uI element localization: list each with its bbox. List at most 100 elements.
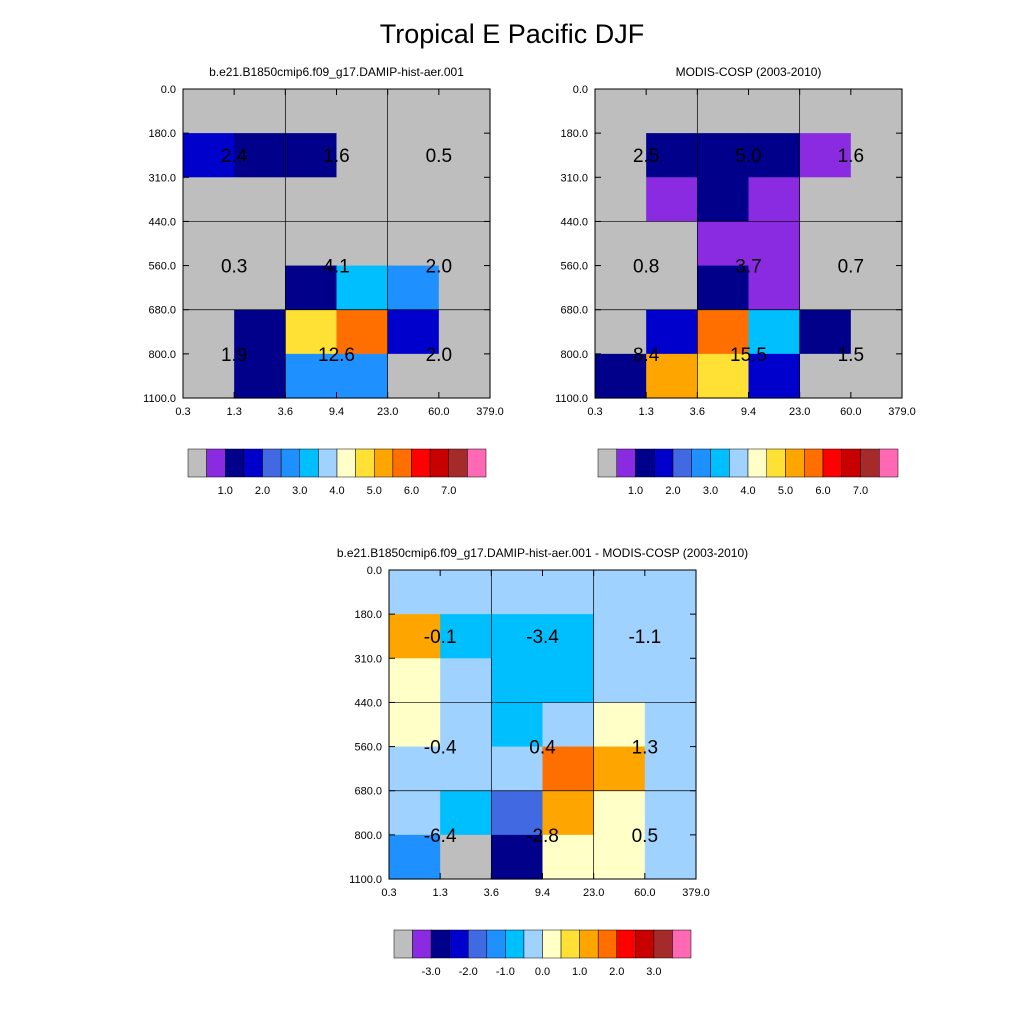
colorbar-swatch bbox=[616, 929, 636, 959]
heatmap-cell bbox=[387, 353, 440, 399]
colorbar-label: 6.0 bbox=[404, 485, 419, 497]
heatmap-cell bbox=[593, 790, 646, 836]
x-tick-label: 3.6 bbox=[690, 406, 705, 418]
model-panel-title: b.e21.B1850cmip6.f09_g17.DAMIP-hist-aer.… bbox=[209, 65, 464, 79]
heatmap-cell bbox=[336, 133, 389, 178]
heatmap-cell bbox=[697, 89, 750, 134]
colorbar-swatch bbox=[225, 448, 245, 478]
block-value-label: 8.4 bbox=[633, 345, 660, 366]
heatmap-cell bbox=[234, 133, 286, 178]
colorbar-label: 5.0 bbox=[367, 485, 382, 497]
heatmap-cell bbox=[285, 89, 338, 134]
block-value-label: 5.0 bbox=[735, 146, 761, 167]
x-tick-label: 23.0 bbox=[377, 406, 398, 418]
block-value-label: 2.0 bbox=[426, 345, 452, 366]
heatmap-cell bbox=[440, 790, 492, 836]
model-panel: b.e21.B1850cmip6.f09_g17.DAMIP-hist-aer.… bbox=[143, 65, 504, 497]
x-tick-label: 0.3 bbox=[381, 887, 396, 899]
y-tick-label: 1100.0 bbox=[349, 874, 382, 886]
colorbar-swatch bbox=[486, 929, 506, 959]
colorbar-swatch bbox=[355, 448, 375, 478]
heatmap-cell bbox=[850, 133, 903, 178]
block-value-label: 1.6 bbox=[838, 146, 864, 167]
heatmap-cell bbox=[389, 790, 441, 836]
heatmap-cell bbox=[438, 221, 491, 267]
heatmap-cell bbox=[697, 353, 750, 399]
heatmap-cell bbox=[644, 702, 697, 748]
heatmap-cell bbox=[593, 746, 646, 792]
block-value-label: 1.5 bbox=[838, 345, 864, 366]
heatmap-cell bbox=[183, 177, 235, 223]
heatmap-cell bbox=[285, 133, 338, 178]
heatmap-cell bbox=[595, 177, 647, 223]
colorbar-swatch bbox=[672, 448, 692, 478]
colorbar-swatch bbox=[392, 448, 412, 478]
colorbar-swatch bbox=[467, 448, 487, 478]
heatmap-cell bbox=[440, 614, 492, 659]
heatmap-cell bbox=[595, 265, 647, 311]
heatmap-cell bbox=[593, 702, 646, 748]
colorbar-swatch bbox=[860, 448, 880, 478]
heatmap-cell bbox=[285, 309, 338, 355]
block-value-label: -2.8 bbox=[526, 826, 559, 847]
heatmap-cell bbox=[440, 746, 492, 792]
block-value-label: 1.3 bbox=[632, 738, 658, 759]
block-value-label: 0.8 bbox=[633, 257, 659, 278]
heatmap-cell bbox=[593, 834, 646, 880]
block-value-label: 0.5 bbox=[426, 146, 452, 167]
heatmap-cell bbox=[336, 89, 389, 134]
colorbar-swatch bbox=[468, 929, 488, 959]
block-value-label: 0.4 bbox=[529, 738, 556, 759]
heatmap-cell bbox=[438, 265, 491, 311]
y-tick-label: 0.0 bbox=[573, 84, 588, 96]
difference-colorbar: -3.0 -2.0 -1.0 0.0 1.0 2.0 3.0 bbox=[393, 929, 692, 978]
colorbar-swatch bbox=[653, 929, 673, 959]
colorbar-label: 1.0 bbox=[218, 485, 233, 497]
heatmap-cell bbox=[285, 177, 338, 223]
x-tick-label: 379.0 bbox=[888, 406, 916, 418]
heatmap-cell bbox=[183, 353, 235, 399]
heatmap-cell bbox=[644, 790, 697, 836]
heatmap-cell bbox=[234, 265, 286, 311]
heatmap-cell bbox=[389, 834, 441, 880]
colorbar-swatch bbox=[879, 448, 899, 478]
heatmap-cell bbox=[387, 265, 440, 311]
heatmap-cell bbox=[438, 353, 491, 399]
block-value-label: -3.4 bbox=[526, 627, 559, 648]
x-tick-label: 9.4 bbox=[535, 887, 550, 899]
colorbar-label: 3.0 bbox=[292, 485, 307, 497]
heatmap-cell bbox=[491, 790, 544, 836]
heatmap-cell bbox=[697, 309, 750, 355]
colorbar-swatch bbox=[523, 929, 543, 959]
heatmap-cell bbox=[542, 702, 595, 748]
colorbar-label: -2.0 bbox=[459, 966, 478, 978]
heatmap-cell bbox=[285, 265, 338, 311]
y-tick-label: 680.0 bbox=[560, 305, 588, 317]
heatmap-cell bbox=[440, 658, 492, 704]
heatmap-cell bbox=[542, 570, 595, 615]
heatmap-cell bbox=[799, 265, 852, 311]
colorbar-swatch bbox=[280, 448, 301, 478]
difference-panel: b.e21.B1850cmip6.f09_g17.DAMIP-hist-aer.… bbox=[337, 546, 748, 978]
block-value-label: 2.0 bbox=[426, 257, 452, 278]
colorbar-swatch bbox=[579, 929, 599, 959]
block-value-label: 0.5 bbox=[632, 826, 658, 847]
block-value-label: -1.1 bbox=[628, 627, 661, 648]
x-tick-label: 1.3 bbox=[433, 887, 448, 899]
colorbar-swatch bbox=[672, 929, 692, 959]
heatmap-cell bbox=[748, 265, 801, 311]
heatmap-cell bbox=[336, 353, 389, 399]
colorbar-swatch bbox=[448, 448, 468, 478]
y-tick-label: 680.0 bbox=[148, 305, 176, 317]
colorbar-swatch bbox=[412, 929, 432, 959]
colorbar-swatch bbox=[635, 929, 655, 959]
heatmap-cell bbox=[748, 89, 801, 134]
heatmap-cell bbox=[799, 309, 852, 355]
block-value-label: 1.6 bbox=[323, 146, 349, 167]
colorbar-swatch bbox=[635, 448, 655, 478]
colorbar-label: 1.0 bbox=[572, 966, 587, 978]
colorbar-label: 0.0 bbox=[535, 966, 550, 978]
heatmap-cell bbox=[438, 133, 491, 178]
heatmap-cell bbox=[438, 89, 491, 134]
heatmap-cell bbox=[595, 309, 647, 355]
